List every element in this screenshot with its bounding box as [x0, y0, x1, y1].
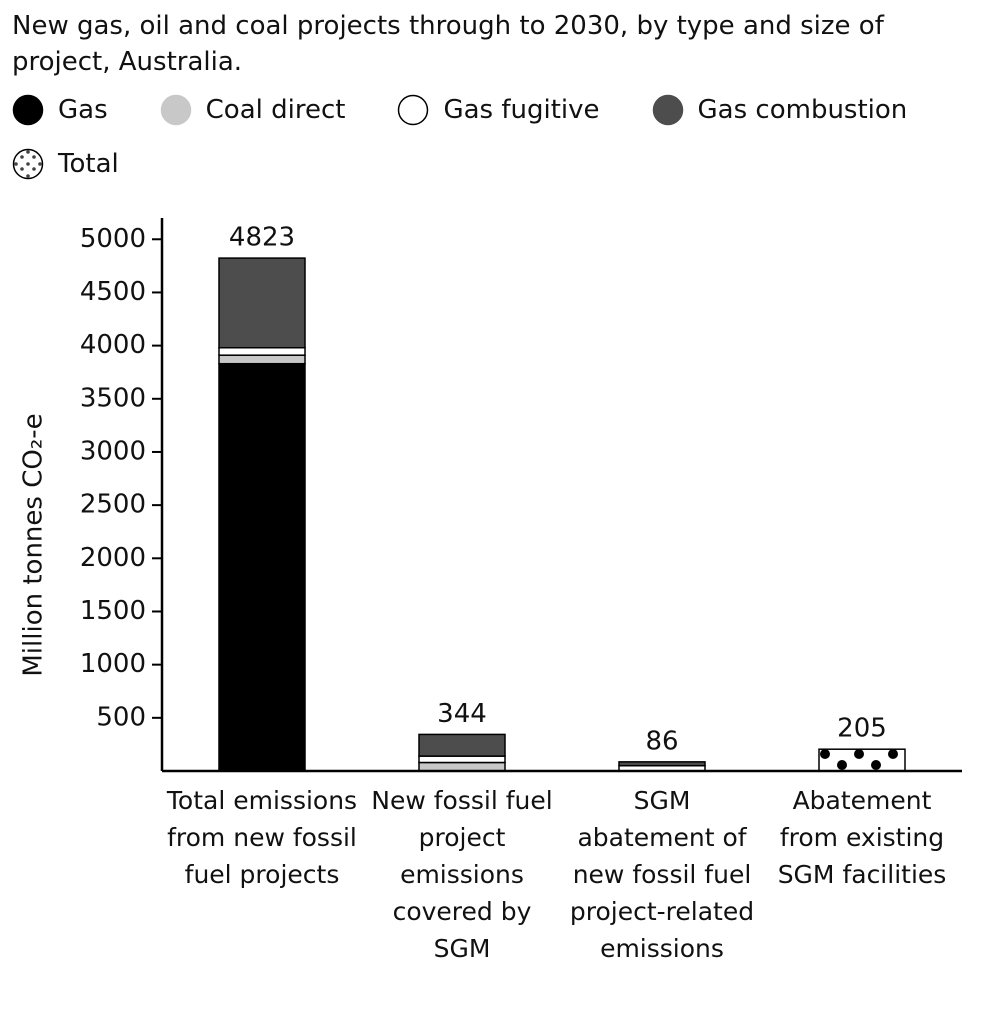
y-tick-label: 4000 [80, 330, 146, 360]
x-tick-label: Total emissions from new fossil fuel pro… [166, 786, 358, 889]
legend-swatch [12, 94, 44, 126]
total-label: 86 [645, 726, 678, 756]
legend-item: Gas fugitive [397, 92, 600, 128]
legend-label: Gas [58, 95, 108, 125]
bar-segment [218, 257, 306, 349]
bar-segment [218, 354, 306, 365]
bar-segment [418, 733, 506, 757]
bar-segment [418, 761, 506, 772]
legend-label: Gas fugitive [443, 95, 600, 125]
y-tick-label: 3000 [80, 436, 146, 466]
legend-marker [12, 148, 44, 180]
legend-swatch [398, 94, 429, 126]
bar-segment [818, 748, 906, 772]
legend-swatch [12, 148, 44, 180]
y-tick-label: 2500 [80, 490, 146, 520]
bar-segment [418, 755, 506, 764]
y-tick-label: 3500 [80, 383, 146, 413]
y-tick-label: 500 [96, 702, 146, 732]
legend-marker [652, 94, 683, 126]
total-label: 344 [437, 699, 487, 729]
legend-item: Coal direct [160, 92, 346, 128]
chart-title: New gas, oil and coal projects through t… [12, 11, 884, 77]
legend-marker [12, 94, 44, 126]
bar-segment [218, 362, 306, 772]
x-tick-label: New fossil fuel project emissions covere… [371, 786, 553, 963]
legend-label: Total [58, 149, 119, 179]
legend-label: Coal direct [205, 95, 346, 125]
x-tick-label: Abatement from existing SGM facilities [777, 786, 947, 889]
total-label: 205 [837, 714, 887, 744]
y-axis-label: Million tonnes CO₂-e [19, 413, 49, 676]
bar-segment [218, 346, 306, 356]
legend-label: Gas combustion [697, 95, 908, 125]
bar-segment [618, 761, 706, 767]
y-tick-label: 1500 [80, 596, 146, 626]
x-tick-label: SGM abatement of new fossil fuel project… [569, 786, 755, 963]
legend-swatch [652, 94, 683, 126]
legend-swatch [160, 94, 191, 126]
y-tick-label: 1000 [80, 649, 146, 679]
y-tick-label: 5000 [80, 224, 146, 254]
legend-marker [398, 94, 429, 126]
y-tick-label: 4500 [80, 277, 146, 307]
legend-item: Gas combustion [652, 92, 908, 128]
legend: Gas Coal direct Gas fugitive Gas combustion… [12, 92, 982, 182]
legend-item: Gas [12, 92, 108, 128]
legend-marker [160, 94, 191, 126]
legend-item: Total [12, 146, 119, 182]
y-tick-label: 2000 [80, 543, 146, 573]
total-label: 4823 [229, 223, 295, 253]
